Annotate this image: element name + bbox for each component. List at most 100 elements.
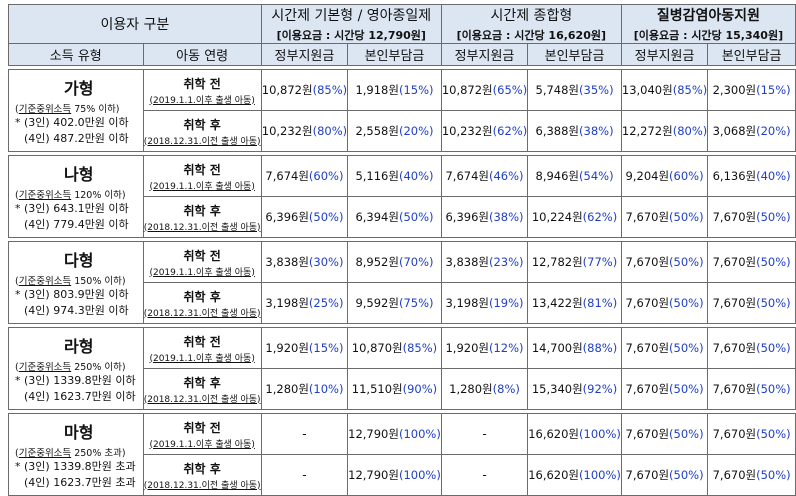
- child-age-cell: 취학 전 (2019.1.1.이후 출생 아동): [142, 69, 262, 111]
- income-threshold-3: * (3인) 803.9만원 이하: [15, 287, 129, 301]
- table-row: 가형 (기준중위소득 75% 이하) * (3인) 402.0만원 이하 (4인) 4…: [8, 69, 796, 152]
- percent-value: (50%): [669, 382, 704, 396]
- income-threshold-4: (4인) 1623.7만원 이하: [24, 389, 136, 403]
- percent-value: (80%): [312, 124, 348, 138]
- amount-value: 7,670원: [625, 296, 670, 310]
- income-type-header: 소득 유형: [8, 43, 144, 66]
- percent-value: (40%): [398, 169, 434, 183]
- percent-value: (50%): [669, 255, 704, 269]
- percent-value: (25%): [308, 296, 344, 310]
- table-row: 다형 (기준중위소득 150% 이하) * (3인) 803.9만원 이하 (4인) …: [8, 241, 796, 324]
- percent-value: (12%): [488, 341, 524, 355]
- birth-date-note: (2018.12.31.이전 출생 아동): [143, 308, 261, 319]
- amount-value: 7,670원: [712, 341, 757, 355]
- percent-value: (100%): [398, 427, 441, 441]
- amount-value: 14,700원: [531, 341, 583, 355]
- basic-self-cell: 11,510원(90%): [347, 368, 442, 410]
- basic-gov-cell: 3,838원(30%): [260, 241, 349, 283]
- illness-self-cell: 7,670원(50%): [707, 327, 796, 369]
- child-age-label: 취학 전: [183, 162, 221, 177]
- income-type-criteria: (기준중위소득 75% 이하): [15, 103, 120, 115]
- percent-value: (35%): [579, 83, 614, 97]
- amount-value: 3,198원: [445, 296, 489, 310]
- child-age-cell: 취학 후 (2018.12.31.이전 출생 아동): [142, 196, 262, 238]
- comp-self-cell: 8,946원(54%): [527, 155, 622, 197]
- percent-value: (65%): [492, 83, 528, 97]
- table-row: 라형 (기준중위소득 250% 이하) * (3인) 1339.8만원 이하 (4인)…: [8, 327, 796, 410]
- child-age-label: 취학 후: [183, 375, 221, 390]
- amount-value: 1,280원: [265, 382, 309, 396]
- group-illness-header: 질병감염아동지원 [이용요금 : 시간당 15,340원]: [620, 4, 796, 44]
- income-type-cell: 라형 (기준중위소득 250% 이하) * (3인) 1339.8만원 이하 (4인)…: [8, 327, 144, 410]
- amount-value: 9,592원: [355, 296, 399, 310]
- self-pay-header: 본인부담금: [527, 43, 622, 66]
- amount-value: 2,558원: [355, 124, 399, 138]
- percent-value: (81%): [582, 296, 618, 310]
- percent-value: (75%): [398, 296, 434, 310]
- table-row: 취학 후 (2018.12.31.이전 출생 아동) 1,280원(10%) 11,5…: [9, 368, 796, 410]
- basic-self-cell: 2,558원(20%): [347, 110, 442, 152]
- amount-value: 8,952원: [355, 255, 399, 269]
- comp-gov-cell: 3,198원(19%): [440, 282, 529, 324]
- comp-gov-cell: 1,920원(12%): [440, 327, 529, 369]
- basic-gov-cell: 6,396원(50%): [260, 196, 349, 238]
- table-row: 나형 (기준중위소득 120% 이하) * (3인) 643.1만원 이하 (4인) …: [8, 155, 796, 238]
- basic-gov-cell: 1,920원(15%): [260, 327, 349, 369]
- child-age-label: 취학 전: [183, 76, 221, 91]
- child-age-cell: 취학 전 (2019.1.1.이후 출생 아동): [142, 155, 262, 197]
- child-age-header: 아동 연령: [142, 43, 262, 66]
- amount-value: 1,920원: [265, 341, 309, 355]
- comp-self-cell: 6,388원(38%): [527, 110, 622, 152]
- child-age-cell: 취학 전 (2019.1.1.이후 출생 아동): [142, 413, 262, 455]
- amount-value: 9,204원: [625, 169, 670, 183]
- percent-value: (50%): [756, 296, 791, 310]
- illness-self-cell: 7,670원(50%): [707, 196, 796, 238]
- income-type-name: 라형: [64, 336, 94, 356]
- amount-value: 1,280원: [449, 382, 493, 396]
- illness-self-cell: 3,068원(20%): [707, 110, 796, 152]
- percent-value: (50%): [756, 341, 791, 355]
- percent-value: (50%): [756, 382, 791, 396]
- amount-value: 6,136원: [712, 169, 757, 183]
- group-comprehensive-title: 시간제 종합형: [490, 8, 573, 24]
- amount-value: 16,620원: [528, 468, 580, 482]
- percent-value: (10%): [308, 382, 344, 396]
- amount-value: 7,670원: [712, 427, 757, 441]
- percent-value: (15%): [398, 83, 434, 97]
- comp-self-cell: 16,620원(100%): [527, 413, 622, 455]
- comp-self-cell: 5,748원(35%): [527, 69, 622, 111]
- percent-value: (100%): [579, 468, 621, 482]
- illness-self-cell: 2,300원(15%): [707, 69, 796, 111]
- amount-value: 5,116원: [355, 169, 399, 183]
- amount-value: 7,670원: [625, 468, 670, 482]
- comp-self-cell: 14,700원(88%): [527, 327, 622, 369]
- amount-value: 7,670원: [712, 296, 757, 310]
- percent-value: (62%): [492, 124, 528, 138]
- income-type-criteria: (기준중위소득 120% 이하): [15, 189, 126, 201]
- percent-value: (50%): [756, 255, 791, 269]
- percent-value: (50%): [669, 296, 704, 310]
- illness-gov-cell: 7,670원(50%): [620, 413, 709, 455]
- illness-self-cell: 7,670원(50%): [707, 241, 796, 283]
- basic-self-cell: 12,790원(100%): [347, 413, 442, 455]
- percent-value: (23%): [488, 255, 524, 269]
- illness-gov-cell: 7,670원(50%): [620, 327, 709, 369]
- illness-self-cell: 6,136원(40%): [707, 155, 796, 197]
- income-threshold-3: * (3인) 402.0만원 이하: [15, 115, 129, 129]
- self-pay-header: 본인부담금: [707, 43, 796, 66]
- group-basic-header: 시간제 기본형 / 영아종일제 [이용요금 : 시간당 12,790원]: [260, 4, 442, 44]
- percent-value: (54%): [579, 169, 614, 183]
- child-age-cell: 취학 후 (2018.12.31.이전 출생 아동): [142, 368, 262, 410]
- percent-value: (50%): [308, 210, 344, 224]
- child-age-cell: 취학 전 (2019.1.1.이후 출생 아동): [142, 241, 262, 283]
- amount-value: -: [482, 468, 487, 482]
- birth-date-note: (2019.1.1.이후 출생 아동): [149, 181, 255, 192]
- fee-support-table: 이용자 구분 시간제 기본형 / 영아종일제 [이용요금 : 시간당 12,79…: [8, 4, 796, 496]
- income-type-name: 다형: [64, 250, 94, 270]
- percent-value: (38%): [579, 124, 614, 138]
- income-type-name: 나형: [64, 164, 94, 184]
- basic-self-cell: 9,592원(75%): [347, 282, 442, 324]
- income-type-cell: 다형 (기준중위소득 150% 이하) * (3인) 803.9만원 이하 (4인) …: [8, 241, 144, 324]
- amount-value: 12,790원: [348, 427, 399, 441]
- amount-value: 12,790원: [348, 468, 399, 482]
